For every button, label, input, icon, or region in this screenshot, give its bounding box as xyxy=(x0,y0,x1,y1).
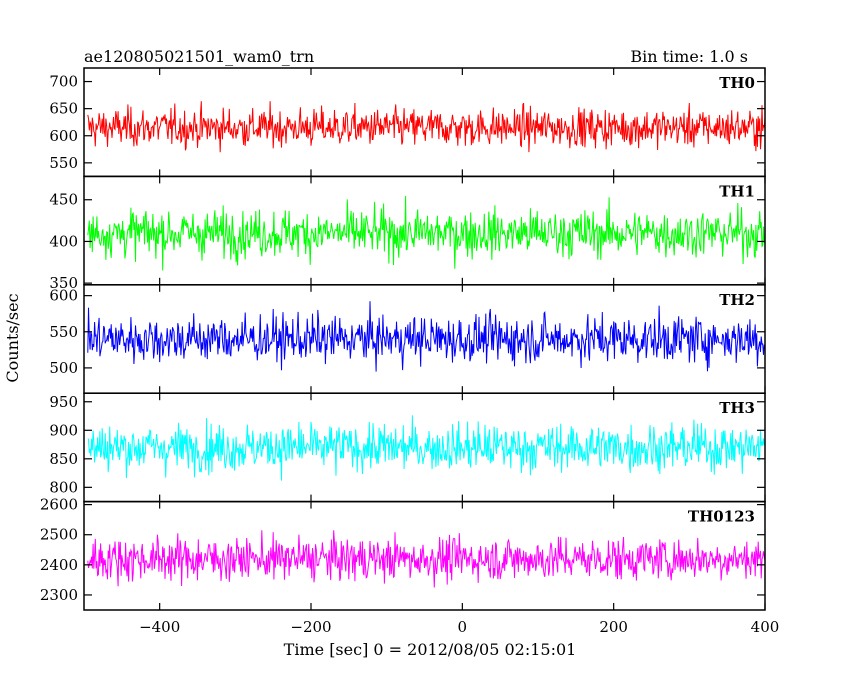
chart-title: ae120805021501_wam0_trn xyxy=(84,47,314,66)
y-tick-label: 400 xyxy=(49,232,78,250)
y-tick-label: 350 xyxy=(49,274,78,292)
series-line-th0123 xyxy=(87,530,766,588)
panel-frame-th0123 xyxy=(83,500,766,611)
bin-time-label: Bin time: 1.0 s xyxy=(630,47,748,66)
panel-frame-th2 xyxy=(83,284,766,394)
y-tick-label: 850 xyxy=(49,450,78,468)
series-line-th3 xyxy=(87,415,766,481)
x-tick-label: 0 xyxy=(458,618,468,636)
y-tick-label: 450 xyxy=(49,191,78,209)
y-tick-label: 2500 xyxy=(40,526,78,544)
y-tick-label: 2300 xyxy=(40,586,78,604)
panel-label-th1: TH1 xyxy=(719,182,755,200)
x-tick-label: 400 xyxy=(751,618,780,636)
x-tick-label: 200 xyxy=(599,618,628,636)
x-axis-label: Time [sec] 0 = 2012/08/05 02:15:01 xyxy=(284,640,577,659)
series-line-th0 xyxy=(87,101,766,153)
y-tick-label: 2400 xyxy=(40,556,78,574)
y-tick-label: 900 xyxy=(49,421,78,439)
y-tick-label: 700 xyxy=(49,73,78,91)
x-tick-label: −400 xyxy=(139,618,180,636)
x-tick-label: −200 xyxy=(290,618,331,636)
y-tick-label: 550 xyxy=(49,323,78,341)
y-axis-label: Counts/sec xyxy=(3,293,22,382)
panel-label-th0123: TH0123 xyxy=(688,508,755,526)
y-tick-label: 500 xyxy=(49,359,78,377)
panels-group: 550 600 650 700 TH0 350 400 450 TH1 500 550 600 TH2 8… xyxy=(40,67,780,636)
panel-label-th0: TH0 xyxy=(719,74,755,92)
panel-label-th2: TH2 xyxy=(719,291,755,309)
y-tick-label: 550 xyxy=(49,154,78,172)
y-tick-label: 2600 xyxy=(40,496,78,514)
y-tick-label: 650 xyxy=(49,100,78,118)
y-tick-label: 600 xyxy=(49,287,78,305)
y-tick-label: 600 xyxy=(49,127,78,145)
panel-label-th3: TH3 xyxy=(719,399,755,417)
y-tick-label: 800 xyxy=(49,478,78,496)
y-tick-label: 950 xyxy=(49,393,78,411)
series-line-th1 xyxy=(87,195,766,271)
series-line-th2 xyxy=(87,301,766,372)
